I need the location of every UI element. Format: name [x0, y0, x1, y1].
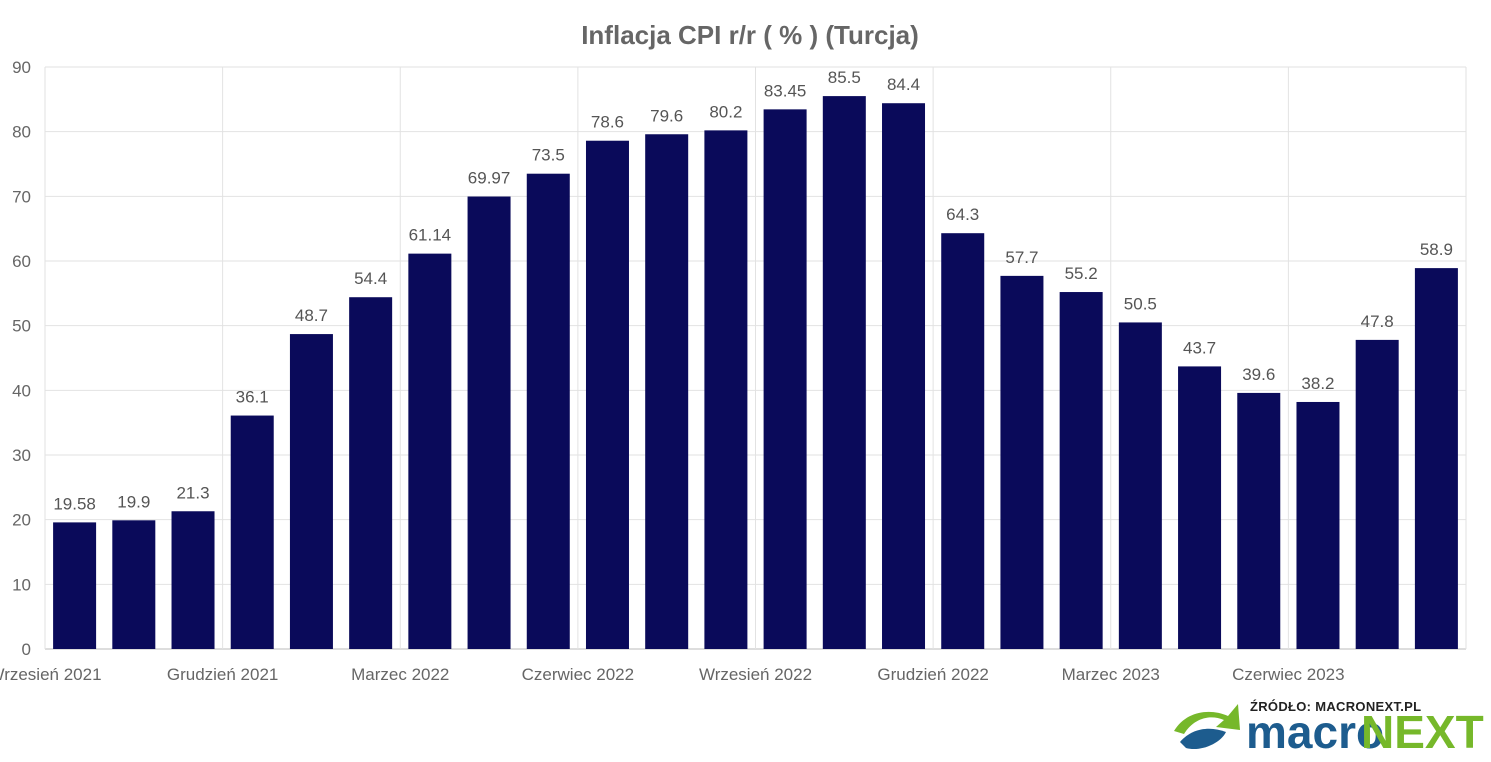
x-axis: Wrzesień 2021 Grudzień 2021 Marzec 2022 Cze…	[0, 665, 1345, 684]
bar	[408, 253, 452, 650]
bar	[645, 134, 689, 650]
bar	[1237, 392, 1281, 649]
data-label: 57.7	[1005, 248, 1038, 267]
data-label: 19.9	[117, 492, 150, 511]
data-label: 47.8	[1361, 312, 1394, 331]
y-tick-label: 30	[12, 446, 31, 465]
bar	[763, 109, 807, 649]
y-tick-label: 40	[12, 381, 31, 400]
brand-logo: ŹRÓDŁO: MACRONEXT.PL macro NEXT	[1174, 699, 1484, 758]
y-tick-label: 20	[12, 511, 31, 530]
data-label: 39.6	[1242, 365, 1275, 384]
bar	[171, 511, 215, 649]
data-label: 58.9	[1420, 240, 1453, 259]
data-label: 79.6	[650, 106, 683, 125]
bars	[53, 96, 1458, 650]
y-tick-label: 90	[12, 58, 31, 77]
y-tick-label: 80	[12, 123, 31, 142]
bar	[941, 233, 985, 649]
x-tick-label: Wrzesień 2022	[699, 665, 812, 684]
y-axis: 0 10 20 30 40 50 60 70 80 90	[12, 58, 31, 659]
brand-next-text: NEXT	[1361, 706, 1484, 758]
data-label: 69.97	[468, 169, 511, 188]
data-label: 73.5	[532, 146, 565, 165]
source-label: ŹRÓDŁO: MACRONEXT.PL	[1250, 699, 1421, 714]
bar	[1355, 339, 1399, 649]
bar	[230, 415, 274, 649]
x-tick-label: Wrzesień 2021	[0, 665, 102, 684]
logo-swoosh-icon	[1174, 704, 1240, 750]
bar	[1296, 401, 1340, 649]
bar	[1000, 275, 1044, 649]
data-label: 80.2	[709, 102, 742, 121]
bar	[882, 103, 926, 650]
data-label: 54.4	[354, 269, 387, 288]
y-tick-label: 60	[12, 252, 31, 271]
x-tick-label: Czerwiec 2023	[1232, 665, 1344, 684]
bar	[1118, 322, 1162, 649]
data-label: 55.2	[1065, 264, 1098, 283]
data-label: 48.7	[295, 306, 328, 325]
data-label: 84.4	[887, 75, 920, 94]
x-tick-label: Marzec 2023	[1062, 665, 1160, 684]
bar	[704, 130, 748, 649]
y-tick-label: 50	[12, 317, 31, 336]
y-tick-label: 10	[12, 575, 31, 594]
bar	[289, 334, 333, 649]
data-label: 50.5	[1124, 294, 1157, 313]
brand-macro-text: macro	[1246, 706, 1384, 758]
chart-title: Inflacja CPI r/r ( % ) (Turcja)	[581, 20, 919, 50]
x-tick-label: Marzec 2022	[351, 665, 449, 684]
x-tick-label: Grudzień 2021	[167, 665, 279, 684]
data-label: 64.3	[946, 205, 979, 224]
y-tick-label: 0	[22, 640, 31, 659]
data-label: 19.58	[53, 494, 96, 513]
data-label: 43.7	[1183, 338, 1216, 357]
bar	[1414, 268, 1458, 649]
x-tick-label: Czerwiec 2022	[522, 665, 634, 684]
bar	[1059, 292, 1103, 649]
bar	[349, 297, 393, 649]
data-label: 85.5	[828, 68, 861, 87]
bar	[467, 196, 511, 649]
x-tick-label: Grudzień 2022	[877, 665, 989, 684]
bar	[1178, 366, 1222, 649]
data-label: 38.2	[1301, 374, 1334, 393]
data-label: 78.6	[591, 113, 624, 132]
grid	[44, 66, 1467, 650]
data-label: 83.45	[764, 81, 807, 100]
data-label: 21.3	[176, 483, 209, 502]
data-labels: 19.58 19.9 21.3 36.1 48.7 54.4 61.14 69.97 73.5 7…	[53, 68, 1453, 513]
bar	[585, 140, 629, 649]
bar	[526, 173, 570, 649]
bar	[822, 96, 866, 650]
data-label: 61.14	[409, 226, 452, 245]
y-tick-label: 70	[12, 187, 31, 206]
bar	[112, 520, 156, 649]
bar	[53, 522, 97, 649]
data-label: 36.1	[236, 388, 269, 407]
